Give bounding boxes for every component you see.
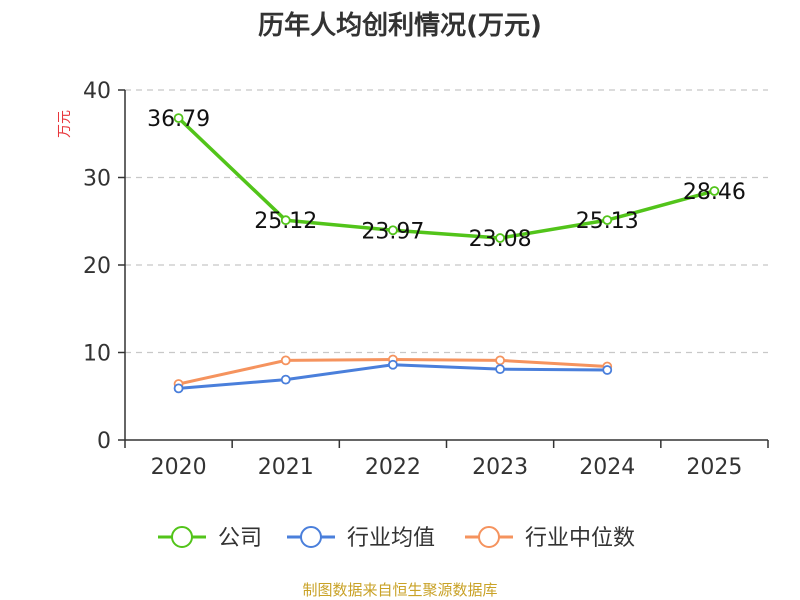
axes: 0 10 20 30 40 2020 2021 2022 2023 2024 2025 [83,79,769,480]
y-tick-label: 30 [83,167,111,192]
data-point-s2-2023 [495,355,505,366]
legend-item-0: 公司 [158,526,262,551]
data-point-s1-2023 [495,364,505,375]
data-label-2021: 25.12 [254,209,317,234]
x-tick-label-2020: 2020 [151,455,207,480]
data-point-s1-2021 [280,374,291,385]
y-axis-unit-label: 万元 [57,110,73,138]
data-label-2023: 23.08 [469,227,532,252]
data-label-2022: 23.97 [361,219,424,244]
data-point-s0-2025 [709,186,720,196]
data-point-s1-2022 [388,359,398,370]
data-point-s0-2024 [602,215,613,226]
data-labels: 36.79 25.12 23.97 23.08 25.13 28.46 [147,107,746,252]
x-tick-label-2023: 2023 [472,455,528,480]
legend-marker [300,526,322,548]
grid-lines [125,89,768,354]
x-tick-label-2025: 2025 [686,455,742,480]
legend-marker [171,526,193,548]
data-point-s2-2021 [280,355,291,366]
series-layer [173,113,720,394]
chart-title: 历年人均创利情况(万元) [258,10,542,41]
data-label-2024: 25.13 [576,209,639,234]
legend-label: 公司 [218,526,262,551]
data-point-s0-2021 [280,215,291,226]
data-source-note: 制图数据来自恒生聚源数据库 [302,581,497,599]
data-point-s1-2020 [173,383,184,394]
data-point-s1-2024 [602,365,613,375]
legend-item-2: 行业中位数 [465,526,635,551]
legend: 公司 行业均值 行业中位数 [158,526,635,551]
legend-label: 行业中位数 [525,526,635,551]
x-tick-label-2024: 2024 [579,455,635,480]
series-line-0 [176,116,717,240]
y-tick-label: 10 [83,342,111,367]
data-point-s0-2020 [173,113,184,123]
x-tick-label-2022: 2022 [365,455,421,480]
data-point-s0-2023 [495,233,505,243]
legend-marker [478,526,500,548]
y-tick-label: 40 [83,79,111,104]
legend-item-1: 行业均值 [287,526,435,551]
legend-label: 行业均值 [347,526,435,551]
data-label-2020: 36.79 [147,107,210,132]
y-tick-label: 0 [97,429,111,454]
data-label-2025: 28.46 [683,180,746,205]
y-tick-label: 20 [83,254,111,279]
data-point-s0-2022 [388,225,398,236]
x-tick-label-2021: 2021 [258,455,314,480]
